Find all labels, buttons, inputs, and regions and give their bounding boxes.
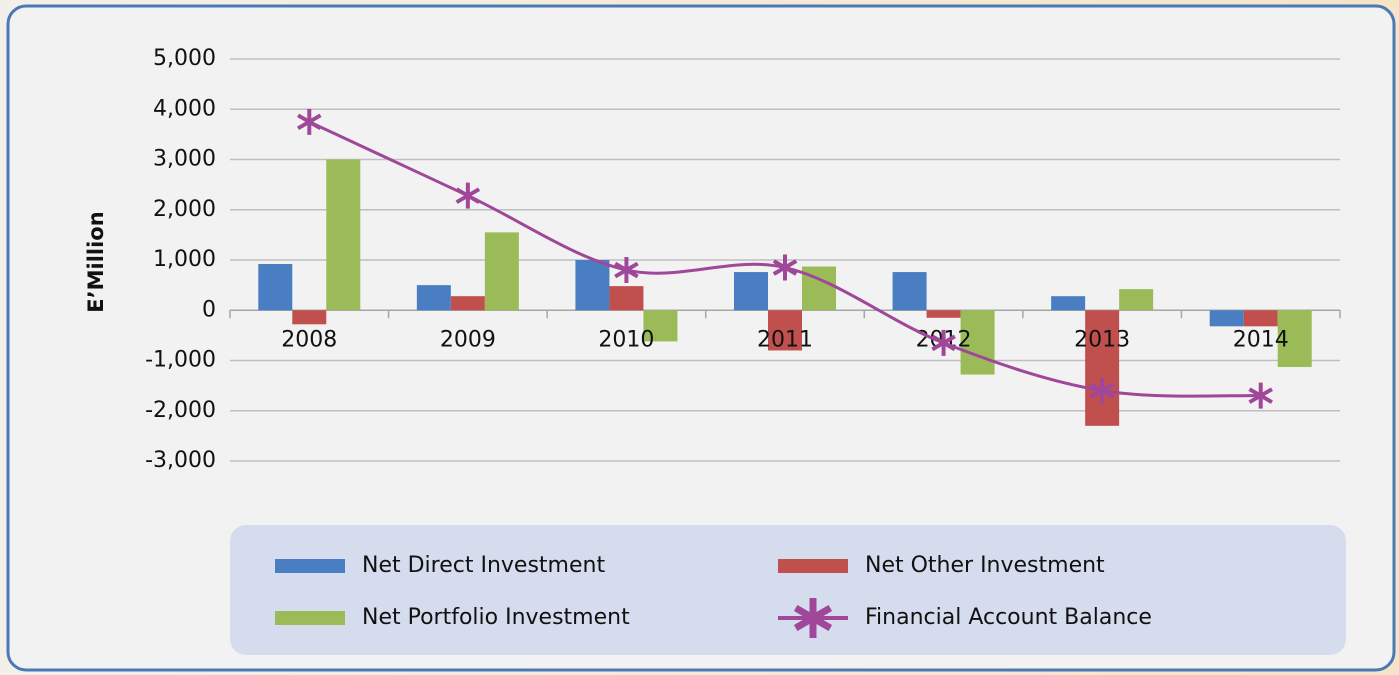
legend-label: Net Direct Investment	[362, 553, 605, 578]
y-tick-label: 5,000	[153, 46, 216, 71]
y-tick-label: 3,000	[153, 147, 216, 172]
bar	[768, 310, 802, 351]
bar	[326, 159, 361, 311]
legend-swatch	[275, 611, 345, 625]
y-axis-label: E’Million	[84, 211, 108, 312]
y-tick-label: 0	[202, 297, 216, 322]
legend-label: Net Portfolio Investment	[362, 605, 630, 630]
x-tick-label: 2013	[1074, 327, 1130, 352]
x-tick-label: 2014	[1233, 327, 1289, 352]
bar	[258, 264, 293, 311]
x-tick-label: 2010	[598, 327, 654, 352]
bar	[1277, 310, 1312, 368]
bar	[609, 286, 644, 311]
line-marker	[297, 108, 322, 135]
bar	[484, 232, 519, 311]
y-tick-label: 4,000	[153, 96, 216, 121]
legend-label: Net Other Investment	[865, 553, 1105, 578]
legend-swatch	[778, 559, 848, 573]
bar	[643, 310, 678, 342]
line-marker	[931, 329, 956, 356]
x-tick-label: 2008	[281, 327, 337, 352]
y-tick-label: 1,000	[153, 247, 216, 272]
line-marker	[1248, 382, 1273, 409]
x-tick-label: 2011	[757, 327, 813, 352]
bar	[926, 310, 961, 318]
y-tick-label: -1,000	[145, 348, 216, 373]
bar	[734, 272, 768, 311]
bar	[292, 310, 327, 325]
bar	[1209, 310, 1244, 327]
legend-swatch	[275, 559, 345, 573]
y-tick-label: -3,000	[145, 448, 216, 473]
bar	[416, 285, 451, 311]
bar	[1085, 310, 1120, 426]
bar	[960, 310, 995, 375]
x-tick-label: 2009	[440, 327, 496, 352]
line-marker	[614, 257, 639, 284]
bar	[892, 272, 927, 311]
legend-swatch	[793, 598, 833, 638]
bar	[1051, 296, 1086, 311]
line-marker	[772, 254, 798, 281]
bar	[575, 260, 610, 311]
bar	[1243, 310, 1278, 327]
legend-box	[230, 525, 1346, 655]
line-marker	[1089, 377, 1115, 404]
bar	[1119, 289, 1154, 311]
line-marker	[455, 182, 481, 209]
y-tick-label: 2,000	[153, 197, 216, 222]
y-tick-label: -2,000	[145, 398, 216, 423]
bar	[450, 296, 485, 311]
legend-label: Financial Account Balance	[865, 605, 1152, 630]
